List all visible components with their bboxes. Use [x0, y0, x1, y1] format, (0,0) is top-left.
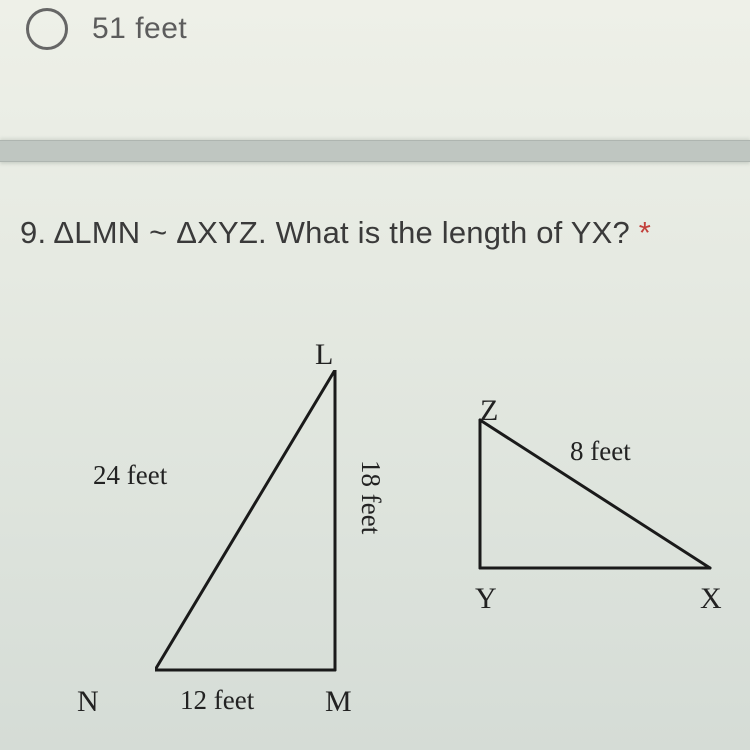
question-body: ΔLMN ~ ΔXYZ. What is the length of YX? [53, 215, 630, 250]
side-label-ln: 24 feet [93, 460, 167, 491]
radio-unchecked-icon[interactable] [26, 8, 68, 50]
required-asterisk: * [639, 215, 651, 250]
worksheet-screenshot: 51 feet 9. ΔLMN ~ ΔXYZ. What is the leng… [0, 0, 750, 750]
triangle-lmn [155, 370, 355, 690]
side-label-zx: 8 feet [570, 436, 631, 467]
side-label-nm: 12 feet [180, 685, 254, 716]
vertex-label-l: L [315, 338, 333, 372]
vertex-label-m: M [325, 685, 352, 719]
vertex-label-n: N [77, 685, 99, 719]
question-number: 9. [20, 215, 46, 250]
section-divider [0, 140, 750, 162]
vertex-label-y: Y [475, 582, 497, 616]
vertex-label-z: Z [480, 394, 498, 428]
side-label-lm: 18 feet [355, 460, 386, 534]
answer-option-row[interactable]: 51 feet [26, 8, 187, 50]
figure-area: L N M 24 feet 18 feet 12 feet Z Y X 8 fe… [0, 320, 750, 720]
vertex-label-x: X [700, 582, 722, 616]
answer-option-label: 51 feet [92, 12, 187, 46]
question-text: 9. ΔLMN ~ ΔXYZ. What is the length of YX… [20, 215, 651, 251]
